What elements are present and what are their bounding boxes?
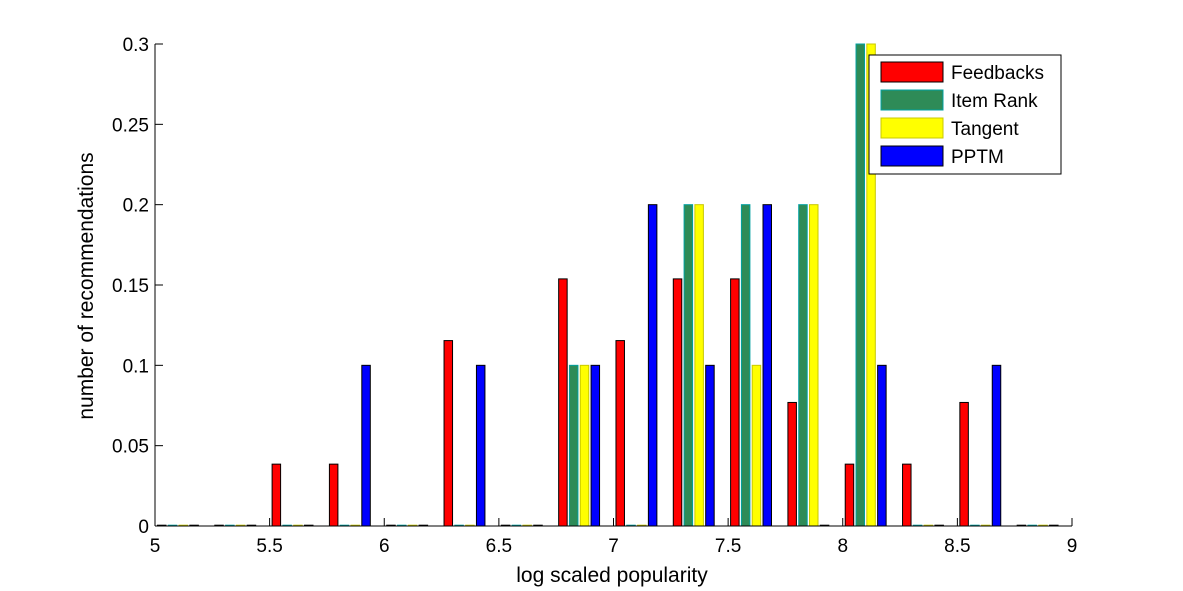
bar-feedbacks <box>271 463 282 527</box>
legend-swatch <box>880 145 944 167</box>
bar-feedbacks <box>328 463 339 527</box>
y-tick-label: 0.25 <box>112 115 149 136</box>
bars-layer <box>156 43 1059 527</box>
bar-pptm <box>475 364 486 527</box>
bar-feedbacks <box>443 340 454 527</box>
bar-item-rank <box>568 364 579 527</box>
legend: Feedbacks Item Rank Tangent PPTM <box>868 54 1062 175</box>
y-tick-label: 0.3 <box>123 35 149 56</box>
bar-pptm <box>705 364 715 527</box>
y-tick-label: 0.1 <box>123 356 149 377</box>
bar-tangent <box>751 364 762 527</box>
legend-label: PPTM <box>951 147 1004 168</box>
x-tick-label: 5 <box>150 536 161 557</box>
bar-pptm <box>361 364 371 527</box>
bar-feedbacks <box>787 401 797 527</box>
bar-pptm <box>762 204 772 527</box>
legend-label: Tangent <box>951 119 1019 140</box>
x-tick-label: 7 <box>608 536 619 557</box>
y-tick-label: 0 <box>138 517 149 538</box>
bar-item-rank <box>740 204 751 527</box>
x-tick-label: 6.5 <box>486 536 512 557</box>
y-tick-label: 0.15 <box>112 276 149 297</box>
y-tick-label: 0.05 <box>112 437 149 458</box>
bar-tangent <box>579 364 590 527</box>
legend-label: Feedbacks <box>951 63 1044 84</box>
x-tick-label: 7.5 <box>715 536 741 557</box>
bar-item-rank <box>798 204 808 527</box>
legend-swatch <box>880 89 944 111</box>
legend-label: Item Rank <box>951 91 1038 112</box>
axes-layer: 5 5.5 6 6.5 7 7.5 8 8.5 9 0 0.05 0.1 0.15 0.2 0.25 0.3 <box>112 35 1077 557</box>
bar-feedbacks <box>672 278 683 527</box>
y-tick-label: 0.2 <box>123 196 149 217</box>
bar-item-rank <box>683 204 694 527</box>
bar-feedbacks <box>615 340 625 527</box>
legend-swatch <box>880 61 944 83</box>
bar-tangent <box>694 204 704 527</box>
bar-feedbacks <box>730 278 740 527</box>
bar-pptm <box>647 204 658 527</box>
bar-pptm <box>590 364 601 527</box>
bar-feedbacks <box>844 463 855 527</box>
bar-feedbacks <box>902 463 912 527</box>
x-axis-label: log scaled popularity <box>516 564 708 587</box>
y-axis-label: number of recommendations <box>75 152 98 419</box>
bar-feedbacks <box>959 401 969 527</box>
x-tick-label: 8.5 <box>944 536 970 557</box>
bar-item-rank <box>855 43 866 527</box>
x-tick-label: 6 <box>379 536 390 557</box>
x-tick-label: 9 <box>1067 536 1078 557</box>
x-tick-label: 5.5 <box>256 536 282 557</box>
x-tick-label: 8 <box>837 536 848 557</box>
bar-feedbacks <box>558 278 568 527</box>
bar-tangent <box>809 204 819 527</box>
bar-pptm <box>877 364 887 527</box>
legend-swatch <box>880 117 944 139</box>
bar-pptm <box>991 364 1002 527</box>
